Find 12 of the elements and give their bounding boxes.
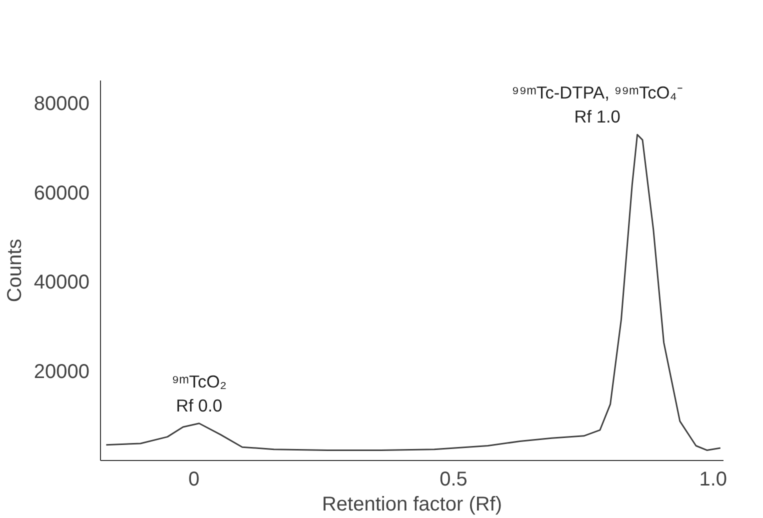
x-tick-label: 0.5 <box>440 468 468 490</box>
y-tick-label: 60000 <box>34 182 90 204</box>
x-tick-label: 0 <box>188 468 200 490</box>
line-series <box>105 134 722 451</box>
x-tick-label: 1.0 <box>699 468 728 490</box>
y-tick-label: 40000 <box>34 272 90 294</box>
y-axis-title: Counts <box>4 238 26 302</box>
annotation: ⁹ᵐTcO₂ Rf 0.0 <box>172 371 227 416</box>
y-tick-label: 20000 <box>34 361 90 384</box>
annotation: ⁹⁹ᵐTc-DTPA, ⁹⁹ᵐTcO₄⁻ Rf 1.0 <box>512 82 683 127</box>
y-tick-label: 80000 <box>34 92 90 115</box>
x-axis-title: Retention factor (Rf) <box>322 494 502 516</box>
